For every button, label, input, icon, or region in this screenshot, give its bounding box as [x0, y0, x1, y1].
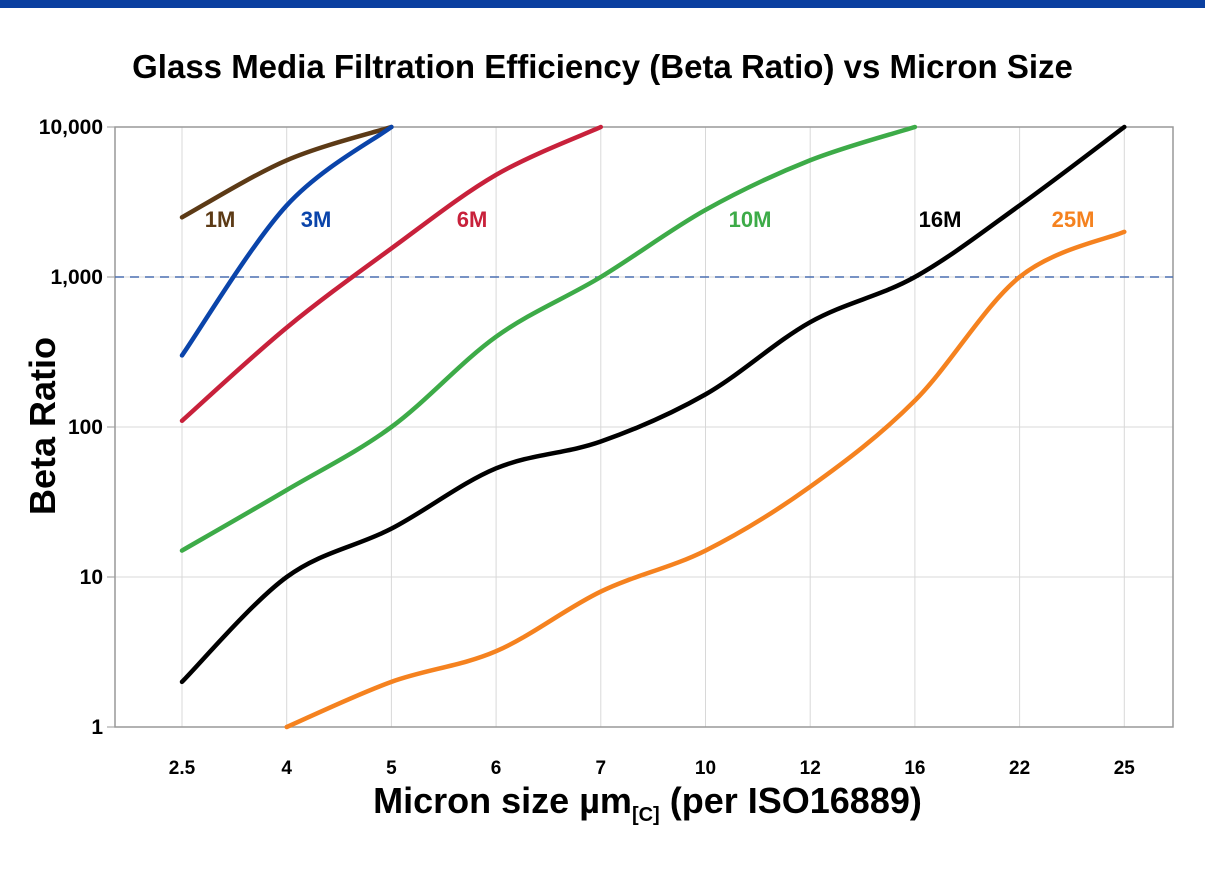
y-tick-label: 10 — [80, 566, 103, 589]
x-axis-label-sub: [C] — [631, 804, 660, 827]
y-axis-label: Beta Ratio — [22, 336, 63, 516]
series-line-25M — [284, 229, 1127, 730]
x-tick-label: 16 — [904, 758, 925, 779]
series-line-6M — [179, 124, 604, 424]
series-line-16M — [179, 124, 1127, 685]
x-tick-label: 25 — [1114, 758, 1136, 779]
series-label-3M: 3M — [301, 207, 332, 232]
series-label-6M: 6M — [457, 207, 488, 232]
y-tick-label: 1,000 — [50, 266, 103, 289]
x-tick-label: 7 — [596, 758, 607, 779]
x-tick-label: 5 — [386, 758, 397, 779]
series-label-10M: 10M — [729, 207, 772, 232]
x-tick-label: 4 — [281, 758, 292, 779]
x-tick-label: 2.5 — [169, 758, 196, 779]
x-axis-label-tail: (per ISO16889) — [659, 780, 922, 821]
y-tick-label: 1 — [91, 716, 103, 739]
y-tick-label: 100 — [68, 416, 103, 439]
x-tick-label: 10 — [695, 758, 716, 779]
top-accent-bar — [0, 0, 1205, 8]
series-line-1M — [179, 124, 394, 220]
x-axis-label: Micron size µm[C] (per ISO16889) — [0, 780, 1205, 827]
plot-frame — [114, 126, 1174, 728]
x-tick-label: 12 — [800, 758, 821, 779]
x-tick-label: 22 — [1009, 758, 1030, 779]
y-tick-label: 10,000 — [39, 116, 103, 139]
chart-title: Glass Media Filtration Efficiency (Beta … — [132, 48, 1073, 85]
series-label-25M: 25M — [1052, 207, 1095, 232]
series-label-16M: 16M — [919, 207, 962, 232]
x-tick-label: 6 — [491, 758, 502, 779]
series-line-10M — [179, 124, 918, 553]
series-label-1M: 1M — [205, 207, 236, 232]
x-axis-label-main: Micron size µm — [373, 780, 632, 821]
series-line-3M — [179, 124, 394, 358]
